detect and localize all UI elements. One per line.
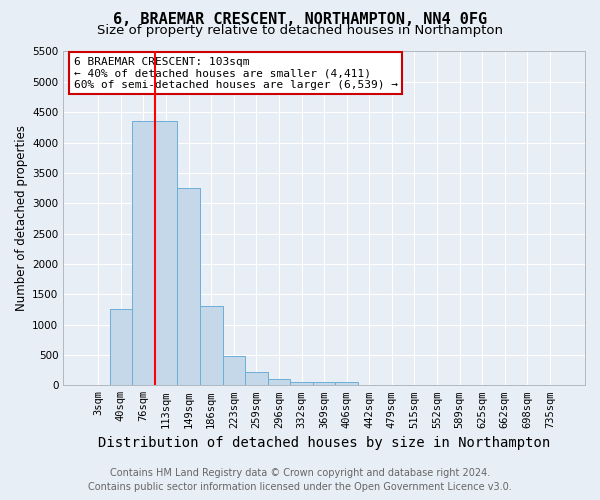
Bar — [290, 382, 313, 386]
Bar — [313, 382, 335, 386]
Bar — [155, 122, 178, 386]
Text: Size of property relative to detached houses in Northampton: Size of property relative to detached ho… — [97, 24, 503, 37]
Bar — [335, 382, 358, 386]
Text: Contains HM Land Registry data © Crown copyright and database right 2024.
Contai: Contains HM Land Registry data © Crown c… — [88, 468, 512, 492]
Bar — [200, 306, 223, 386]
Bar — [245, 372, 268, 386]
Y-axis label: Number of detached properties: Number of detached properties — [15, 126, 28, 312]
Bar — [223, 356, 245, 386]
Bar — [178, 188, 200, 386]
X-axis label: Distribution of detached houses by size in Northampton: Distribution of detached houses by size … — [98, 436, 550, 450]
Text: 6, BRAEMAR CRESCENT, NORTHAMPTON, NN4 0FG: 6, BRAEMAR CRESCENT, NORTHAMPTON, NN4 0F… — [113, 12, 487, 28]
Bar — [268, 379, 290, 386]
Bar — [110, 310, 132, 386]
Text: 6 BRAEMAR CRESCENT: 103sqm
← 40% of detached houses are smaller (4,411)
60% of s: 6 BRAEMAR CRESCENT: 103sqm ← 40% of deta… — [74, 56, 398, 90]
Bar — [132, 122, 155, 386]
